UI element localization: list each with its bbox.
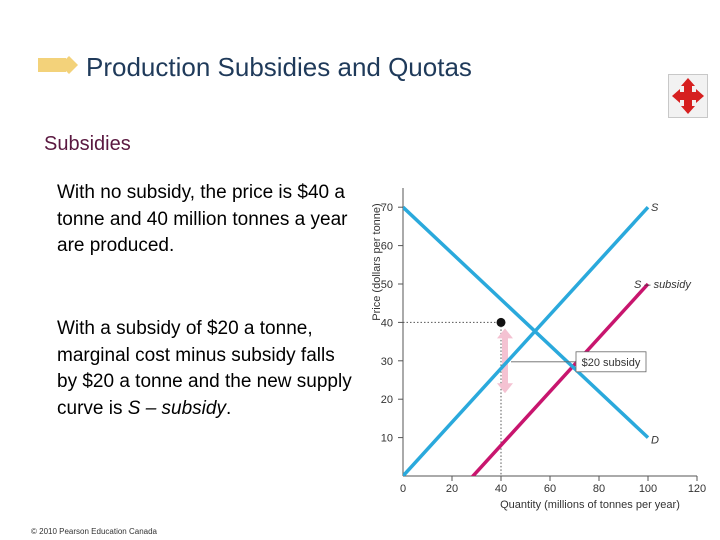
y-tick-label: 70	[381, 202, 393, 214]
subsidy-supply-curve	[470, 282, 650, 476]
paragraph-with-subsidy-text: With a subsidy of $20 a tonne, marginal …	[57, 318, 352, 419]
paragraph-with-subsidy: With a subsidy of $20 a tonne, marginal …	[57, 316, 357, 422]
title-accent-bar	[38, 52, 78, 78]
y-tick-label: 10	[381, 433, 393, 445]
y-tick-label: 60	[381, 241, 393, 253]
y-axis-label: Price (dollars per tonne)	[371, 203, 383, 320]
supply-subsidy-chart: 10 20 30 40 50 60 70 0 20 40 60 80 100 120 Quantity (m…	[371, 188, 706, 511]
x-tick-label: 60	[544, 483, 556, 495]
section-subtitle: Subsidies	[44, 133, 131, 155]
subsidy-annotation-box	[575, 351, 647, 373]
x-tick-label: 100	[639, 483, 657, 495]
x-axis-label: Quantity (millions of tonnes per year)	[500, 499, 680, 511]
x-tick-label: 80	[593, 483, 605, 495]
y-tick-label: 50	[381, 279, 393, 291]
x-tick-label: 40	[495, 483, 507, 495]
paragraph-with-subsidy-end: .	[225, 397, 232, 419]
x-tick-label: 20	[446, 483, 458, 495]
supply-curve	[403, 206, 650, 476]
copyright-footer: © 2010 Pearson Education Canada	[31, 527, 157, 536]
subsidy-arrow-head-bottom	[497, 383, 513, 394]
y-tick-label: 30	[381, 356, 393, 368]
paragraph-no-subsidy: With no subsidy, the price is $40 a tonn…	[57, 182, 348, 256]
subsidy-annotation-label: $20 subsidy	[582, 357, 641, 369]
demand-curve-label: D	[651, 435, 659, 447]
slide-title: Production Subsidies and Quotas	[86, 52, 472, 82]
y-tick-label: 40	[381, 317, 393, 329]
x-tick-label: 0	[400, 483, 406, 495]
subsidy-arrow-head-top	[497, 328, 513, 339]
supply-curve-label: S	[651, 202, 659, 214]
four-arrow-move-icon[interactable]	[668, 74, 708, 118]
y-tick-label: 20	[381, 394, 393, 406]
paragraph-with-subsidy-curve: S – subsidy	[127, 397, 226, 419]
equilibrium-point	[496, 317, 506, 327]
x-tick-label: 120	[688, 483, 706, 495]
demand-curve	[403, 205, 650, 439]
subsidy-supply-curve-label: S – subsidy	[634, 279, 692, 291]
